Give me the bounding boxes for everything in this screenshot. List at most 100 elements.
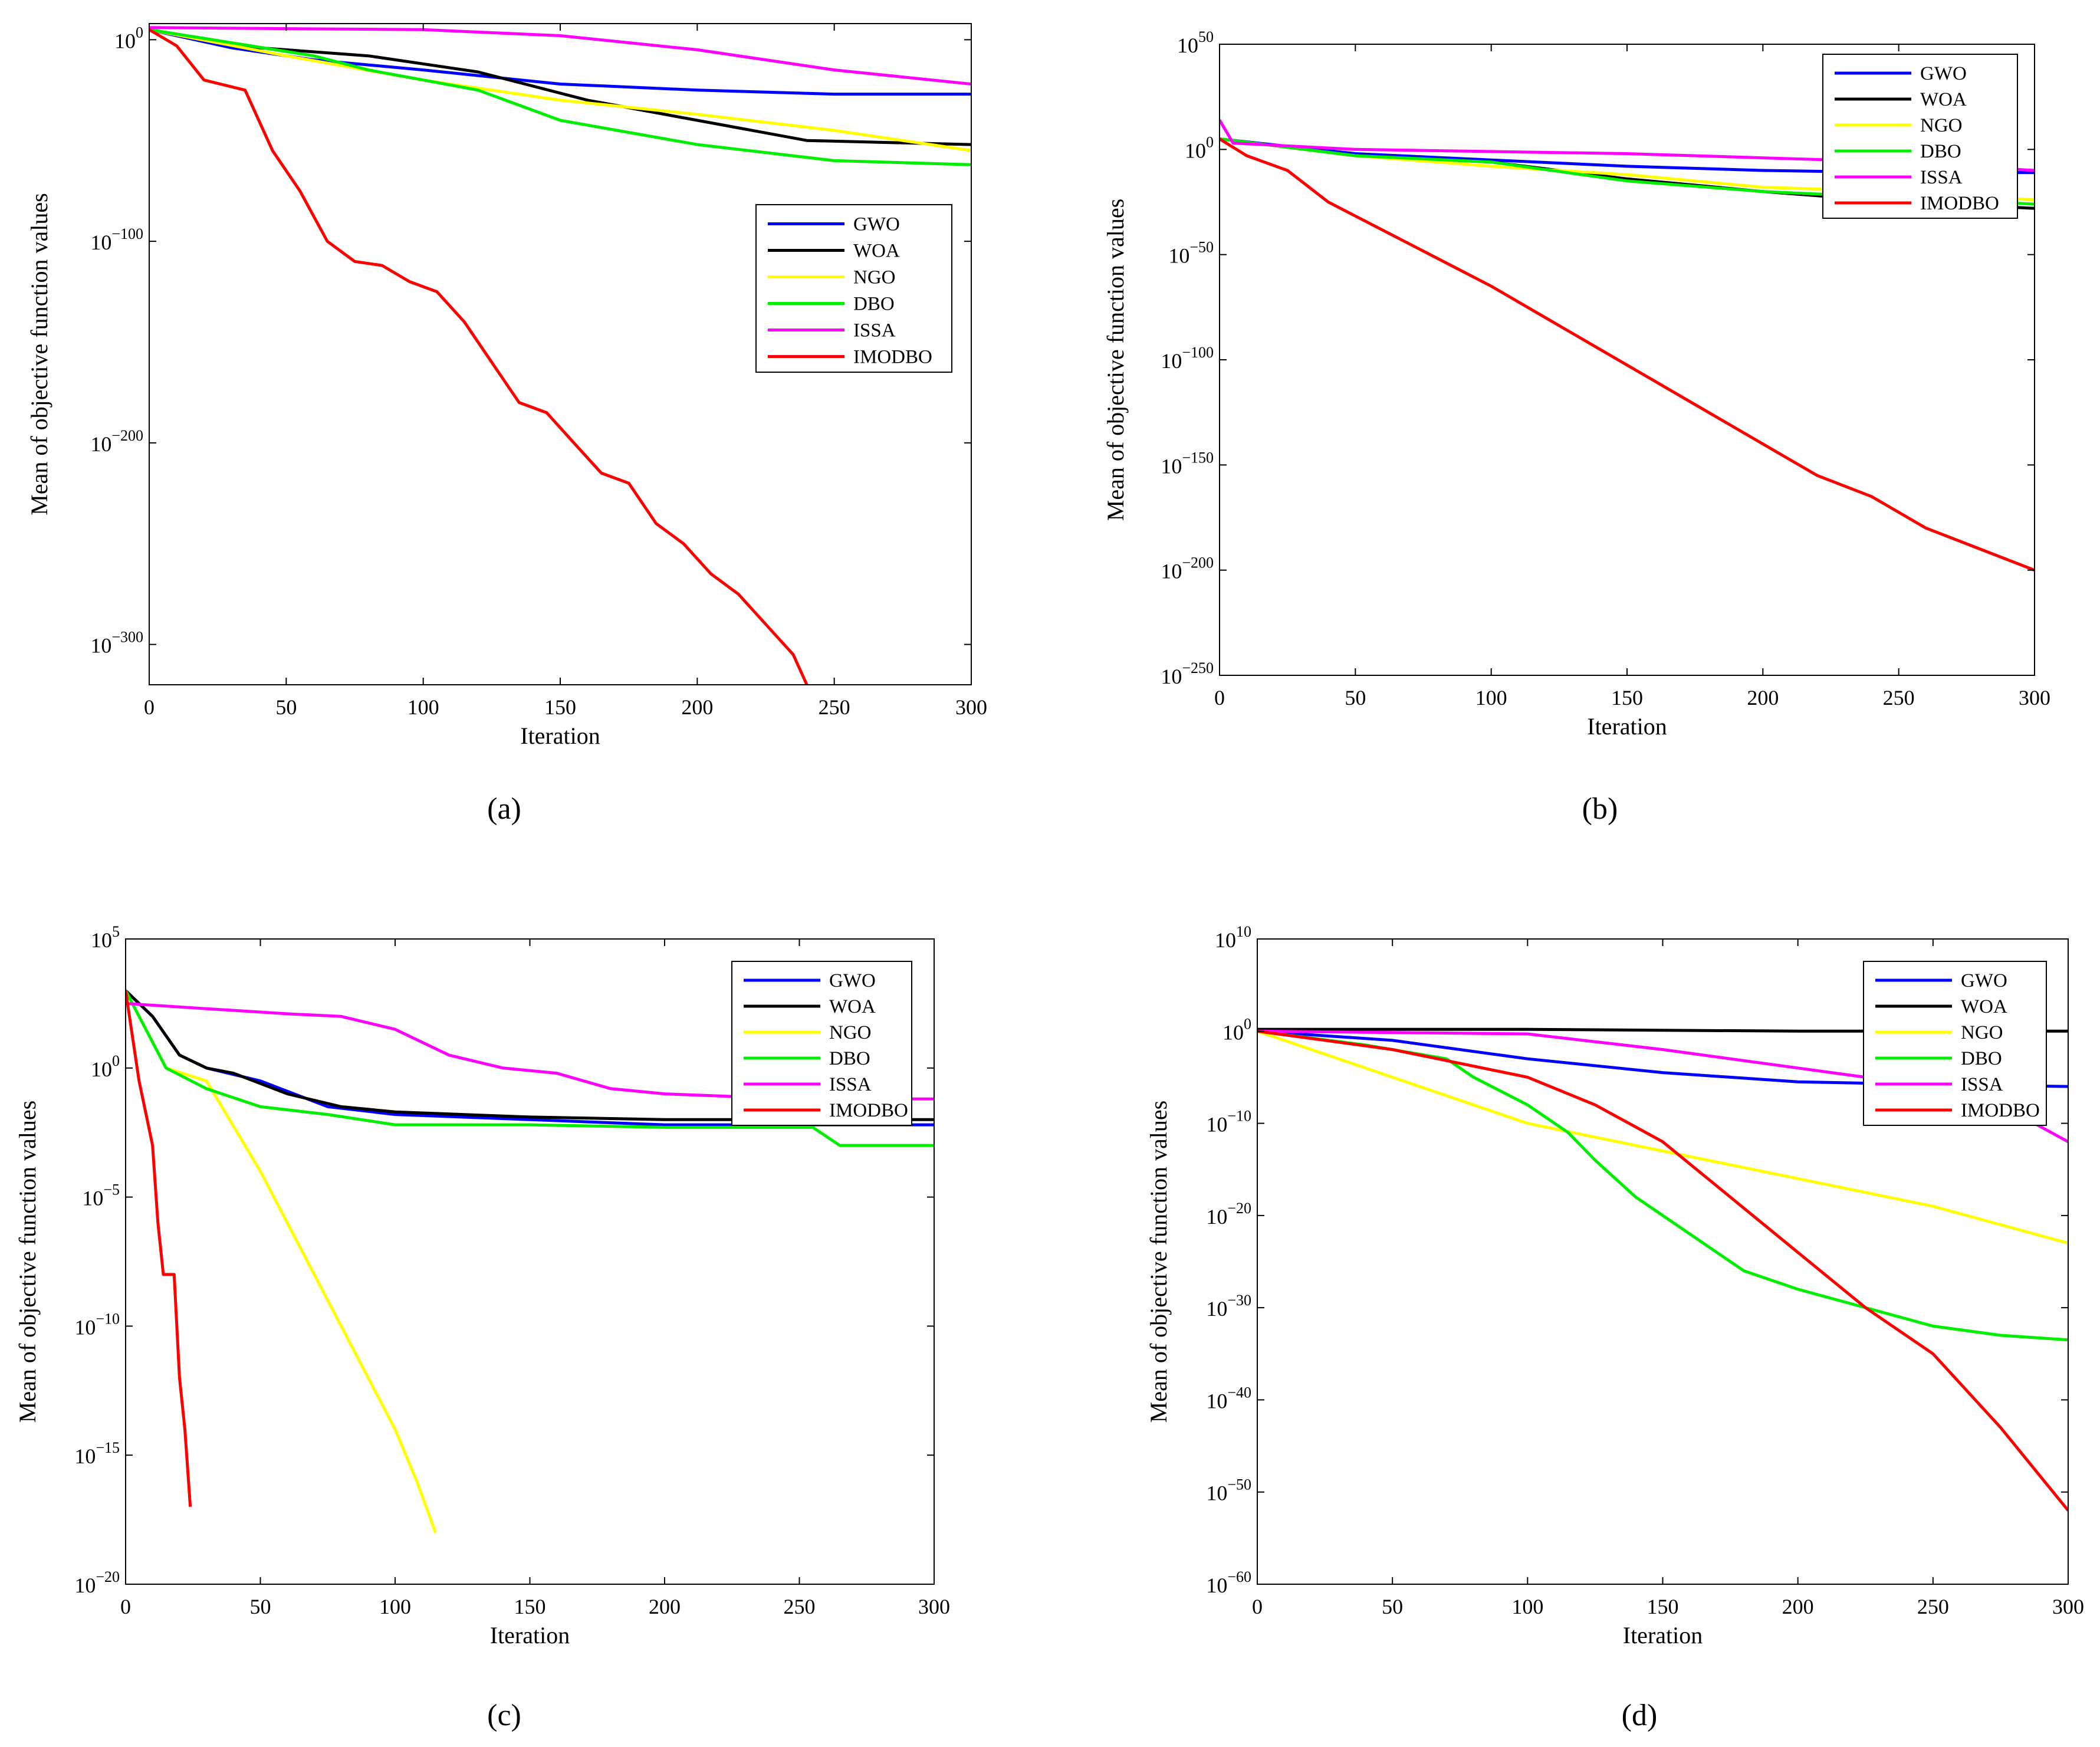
x-tick-label: 50	[250, 1595, 271, 1618]
legend-label-issa: ISSA	[1920, 167, 1963, 188]
legend: GWO WOA NGO DBO ISSA IMODBO	[755, 204, 952, 373]
legend-label-gwo: GWO	[1920, 63, 1967, 84]
y-tick-label: 10−50	[1168, 239, 1214, 268]
x-tick-label: 0	[1214, 686, 1225, 710]
y-tick-label: 10−50	[1206, 1476, 1251, 1505]
series-line-ngo	[126, 990, 437, 1533]
legend-label-woa: WOA	[829, 996, 876, 1017]
y-tick-label: 10−20	[74, 1568, 120, 1597]
x-tick-label: 0	[1252, 1595, 1263, 1618]
y-tick-label: 105	[91, 923, 120, 952]
legend-label-woa: WOA	[1920, 89, 1967, 110]
y-tick-label: 10−30	[1206, 1292, 1251, 1321]
legend-label-issa: ISSA	[829, 1074, 872, 1095]
y-tick-label: 10−10	[1206, 1108, 1251, 1137]
x-tick-label: 100	[407, 695, 439, 719]
panel-caption: (b)	[1582, 792, 1618, 826]
x-tick-label: 250	[1883, 686, 1915, 710]
y-tick-label: 10−100	[1161, 344, 1214, 373]
y-tick-label: 10−250	[1161, 659, 1214, 688]
legend-label-ngo: NGO	[829, 1022, 872, 1043]
x-axis-label: Iteration	[1587, 713, 1667, 740]
panel-caption: (a)	[487, 792, 521, 826]
legend: GWO WOA NGO DBO ISSA IMODBO	[731, 961, 912, 1126]
legend-box	[1863, 961, 2047, 1126]
y-tick-label: 100	[1185, 133, 1214, 162]
series-line-ngo	[1257, 1029, 2068, 1245]
legend-label-dbo: DBO	[829, 1048, 870, 1069]
y-tick-label: 10−10	[74, 1310, 120, 1339]
series-line-ngo	[149, 28, 971, 152]
legend-box	[1822, 54, 2018, 219]
y-tick-label: 10−60	[1206, 1568, 1251, 1597]
x-tick-label: 50	[1345, 686, 1366, 710]
legend-label-woa: WOA	[1961, 996, 2007, 1017]
x-axis-label: Iteration	[490, 1622, 570, 1649]
x-tick-label: 150	[1611, 686, 1643, 710]
x-tick-label: 50	[1382, 1595, 1403, 1618]
panel-caption: (c)	[487, 1699, 521, 1732]
y-tick-label: 10−200	[1161, 554, 1214, 583]
chart-panel-a: 0 50 100 150 200 250 300 100 10−100 10−200 10−300 I…	[26, 23, 987, 826]
x-axis-label: Iteration	[520, 723, 600, 749]
x-tick-label: 0	[120, 1595, 131, 1618]
x-tick-label: 50	[275, 695, 297, 719]
y-tick-label: 10−100	[90, 225, 143, 254]
legend-label-dbo: DBO	[1920, 141, 1961, 162]
legend-label-issa: ISSA	[853, 320, 896, 341]
x-tick-label: 250	[784, 1595, 816, 1618]
legend-label-gwo: GWO	[829, 970, 876, 991]
x-tick-label: 250	[819, 695, 850, 719]
legend-label-imodbo: IMODBO	[829, 1100, 908, 1121]
y-tick-label: 10−300	[90, 629, 143, 658]
series-line-imodbo	[1220, 137, 2035, 572]
x-tick-label: 200	[649, 1595, 681, 1618]
series-line-imodbo	[149, 28, 809, 685]
x-tick-label: 100	[1475, 686, 1507, 710]
legend-label-gwo: GWO	[853, 214, 900, 235]
series-line-dbo	[126, 990, 934, 1147]
x-tick-label: 100	[1511, 1595, 1543, 1618]
x-tick-label: 300	[2052, 1595, 2084, 1618]
y-tick-label: 1050	[1177, 28, 1214, 57]
chart-panel-d: 0 50 100 150 200 250 300 1010 100 10−10 10−20 10−30…	[1145, 923, 2084, 1732]
y-axis-label: Mean of objective function values	[1145, 1101, 1172, 1423]
y-tick-label: 10−200	[90, 427, 143, 456]
y-tick-label: 100	[114, 24, 143, 52]
x-tick-label: 150	[544, 695, 576, 719]
y-tick-label: 10−15	[74, 1439, 120, 1468]
x-tick-label: 100	[379, 1595, 411, 1618]
y-axis-label: Mean of objective function values	[26, 193, 52, 515]
y-tick-label: 10−5	[82, 1181, 120, 1210]
legend-label-ngo: NGO	[1961, 1022, 2003, 1043]
series-line-imodbo	[126, 990, 192, 1507]
legend-label-ngo: NGO	[853, 267, 896, 288]
chart-panel-c: 0 50 100 150 200 250 300 105 100 10−5 10−10 10−15 10…	[14, 923, 950, 1732]
legend-box	[731, 961, 912, 1126]
series-line-woa	[126, 989, 934, 1121]
series-line-imodbo	[1257, 1029, 2068, 1512]
series-line-issa	[149, 26, 971, 86]
y-tick-label: 100	[91, 1052, 120, 1081]
series-line-dbo	[149, 28, 971, 166]
legend: GWO WOA NGO DBO ISSA IMODBO	[1863, 961, 2047, 1126]
x-tick-label: 0	[144, 695, 155, 719]
legend-label-imodbo: IMODBO	[853, 347, 932, 368]
legend: GWO WOA NGO DBO ISSA IMODBO	[1822, 54, 2018, 219]
legend-label-ngo: NGO	[1920, 115, 1963, 136]
x-tick-label: 150	[514, 1595, 546, 1618]
legend-label-issa: ISSA	[1961, 1074, 2003, 1095]
panel-caption: (d)	[1622, 1699, 1658, 1732]
y-tick-label: 10−40	[1206, 1384, 1251, 1413]
y-tick-label: 10−20	[1206, 1200, 1251, 1229]
x-tick-label: 250	[1917, 1595, 1949, 1618]
y-tick-label: 1010	[1215, 923, 1251, 952]
y-axis-label: Mean of objective function values	[14, 1101, 41, 1423]
y-tick-label: 10−150	[1161, 449, 1214, 478]
series-line-issa	[126, 1001, 934, 1101]
x-tick-label: 200	[1782, 1595, 1814, 1618]
y-tick-label: 100	[1222, 1015, 1251, 1044]
legend-label-imodbo: IMODBO	[1961, 1100, 2040, 1121]
